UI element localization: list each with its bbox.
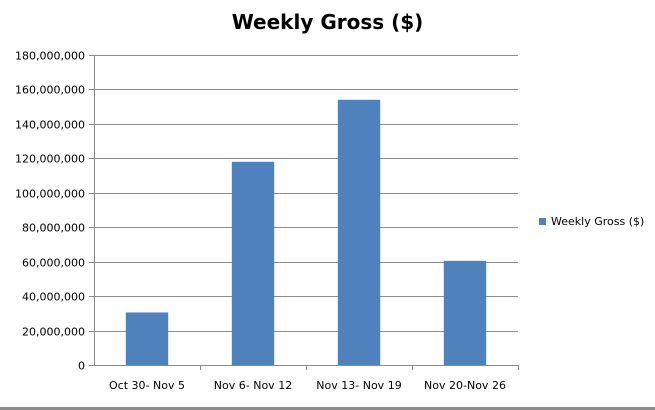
bar (231, 161, 275, 365)
x-tick-label: Nov 13- Nov 19 (316, 379, 401, 392)
bar (337, 99, 381, 366)
axes (89, 55, 519, 370)
y-tick-label: 80,000,000 (22, 222, 85, 235)
y-tick-label: 20,000,000 (22, 326, 85, 339)
legend-label: Weekly Gross ($) (551, 215, 645, 228)
y-tick-label: 180,000,000 (15, 50, 85, 63)
bottom-border (0, 407, 655, 410)
y-tick-label: 60,000,000 (22, 257, 85, 270)
bar (125, 312, 169, 365)
legend-swatch (539, 218, 546, 225)
chart-title: Weekly Gross ($) (231, 10, 424, 34)
y-tick-label: 0 (78, 360, 85, 373)
bar (443, 260, 487, 365)
legend: Weekly Gross ($) (539, 215, 644, 228)
y-tick-label: 40,000,000 (22, 291, 85, 304)
y-tick-label: 160,000,000 (15, 84, 85, 97)
x-tick-label: Nov 6- Nov 12 (214, 379, 292, 392)
y-tick-label: 140,000,000 (15, 119, 85, 132)
x-tick-label: Nov 20-Nov 26 (424, 379, 506, 392)
y-tick-label: 100,000,000 (15, 188, 85, 201)
bars (125, 99, 487, 366)
x-tick-labels: Oct 30- Nov 5 Nov 6- Nov 12 Nov 13- Nov 19… (109, 379, 506, 392)
y-tick-labels: 0 20,000,000 40,000,000 60,000,000 80,000,00… (15, 50, 85, 373)
x-tick-label: Oct 30- Nov 5 (109, 379, 185, 392)
y-tick-label: 120,000,000 (15, 153, 85, 166)
